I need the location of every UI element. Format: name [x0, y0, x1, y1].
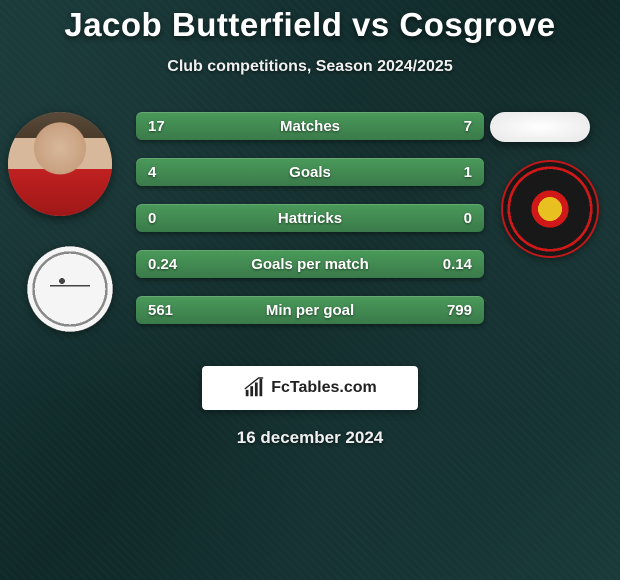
stat-label: Matches: [136, 118, 484, 135]
compare-area: 17 Matches 7 4 Goals 1 0 Hattricks 0 0.2…: [0, 112, 620, 352]
stat-row-matches: 17 Matches 7: [136, 112, 484, 140]
brand-box: FcTables.com: [202, 366, 418, 410]
club-right-badge: [501, 160, 599, 258]
stat-left-value: 561: [148, 302, 173, 319]
date-line: 16 december 2024: [0, 428, 620, 448]
stat-left-value: 0: [148, 210, 156, 227]
stat-right-value: 7: [464, 118, 472, 135]
stat-left-value: 0.24: [148, 256, 177, 273]
club-left-badge: [27, 246, 113, 332]
player-left-photo-img: [8, 112, 112, 216]
stat-row-hattricks: 0 Hattricks 0: [136, 204, 484, 232]
bar-chart-icon: [243, 377, 265, 399]
stat-row-goals: 4 Goals 1: [136, 158, 484, 186]
player-left-photo: [8, 112, 112, 216]
stat-label: Goals: [136, 164, 484, 181]
stat-rows: 17 Matches 7 4 Goals 1 0 Hattricks 0 0.2…: [136, 112, 484, 342]
stat-label: Goals per match: [136, 256, 484, 273]
stat-row-mpg: 561 Min per goal 799: [136, 296, 484, 324]
stat-right-value: 1: [464, 164, 472, 181]
stat-label: Hattricks: [136, 210, 484, 227]
brand-label: FcTables.com: [271, 379, 377, 397]
player-right-photo: [490, 112, 590, 142]
stat-right-value: 0.14: [443, 256, 472, 273]
stat-label: Min per goal: [136, 302, 484, 319]
stat-left-value: 4: [148, 164, 156, 181]
stat-right-value: 799: [447, 302, 472, 319]
stat-row-gpm: 0.24 Goals per match 0.14: [136, 250, 484, 278]
stat-right-value: 0: [464, 210, 472, 227]
subtitle: Club competitions, Season 2024/2025: [0, 58, 620, 76]
comparison-card: Jacob Butterfield vs Cosgrove Club compe…: [0, 0, 620, 580]
stat-left-value: 17: [148, 118, 165, 135]
page-title: Jacob Butterfield vs Cosgrove: [0, 0, 620, 44]
